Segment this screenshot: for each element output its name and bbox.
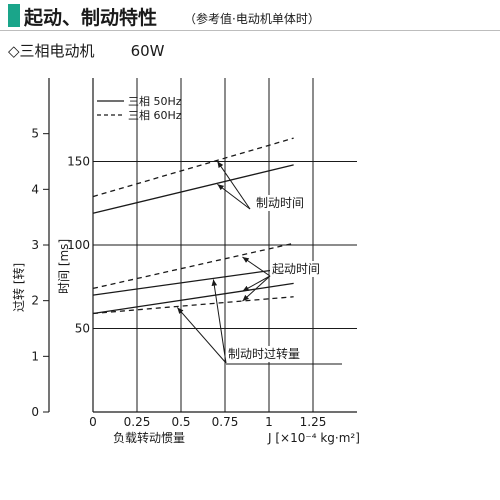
time-axis-label: 时间 [ms] — [57, 239, 71, 294]
series-line — [92, 266, 294, 296]
annotation-start-time-bg — [270, 261, 322, 277]
series-line — [92, 242, 294, 290]
annotation-braking-time: 制动时间 — [256, 196, 304, 210]
header: 起动、制动特性 （参考值·电动机单体时） — [0, 0, 500, 34]
legend-label: 三相 60Hz — [128, 109, 182, 122]
annotation-overrun-bg — [226, 346, 302, 362]
annotation-arrow — [211, 279, 227, 364]
x-tick-label: 0.25 — [124, 415, 151, 429]
x-tick-label: 1 — [265, 415, 273, 429]
time-tick-label: 150 — [67, 155, 90, 169]
overrun-tick-label: 1 — [31, 349, 39, 363]
time-tick-label: 100 — [67, 238, 90, 252]
annotation-braking-time-bg — [254, 195, 306, 211]
series-line — [92, 164, 294, 214]
annotation-arrow — [242, 256, 271, 277]
x-tick-label: 0 — [89, 415, 97, 429]
overrun-tick-label: 2 — [31, 294, 39, 308]
x-axis-label: 负载转动惯量 — [113, 430, 185, 445]
overrun-tick-label: 4 — [31, 182, 39, 196]
annotation-start-time: 起动时间 — [272, 262, 320, 276]
annotation-arrow — [242, 275, 271, 302]
annotation-overrun: 制动时过转量 — [228, 346, 300, 361]
overrun-tick-label: 5 — [31, 127, 39, 141]
x-axis-unit: J [×10⁻⁴ kg·m²] — [267, 431, 360, 445]
x-tick-label: 0.75 — [212, 415, 239, 429]
header-divider — [0, 30, 500, 31]
overrun-axis-label: 过转 [转] — [11, 263, 26, 312]
series-line — [92, 137, 294, 198]
annotation-arrow — [217, 183, 251, 210]
motor-power-label: 60W — [130, 42, 165, 60]
time-tick-label: 50 — [75, 322, 90, 336]
annotation-arrow — [216, 161, 251, 210]
motor-type-label: 三相电动机 — [19, 42, 95, 60]
x-tick-label: 1.25 — [300, 415, 327, 429]
annotation-arrow — [242, 275, 271, 292]
series-line — [92, 296, 294, 315]
section-heading: ◇三相电动机 60W — [8, 40, 164, 61]
x-tick-label: 0.5 — [171, 415, 190, 429]
brand-accent-block — [8, 4, 20, 27]
diamond-icon: ◇ — [8, 42, 20, 60]
overrun-tick-label: 0 — [31, 405, 39, 419]
annotation-arrow — [176, 307, 227, 364]
page-title: 起动、制动特性 — [24, 7, 158, 29]
overrun-tick-label: 3 — [31, 238, 39, 252]
page-subtitle: （参考值·电动机单体时） — [184, 12, 320, 26]
series-line — [92, 282, 294, 315]
legend-label: 三相 50Hz — [128, 95, 182, 108]
